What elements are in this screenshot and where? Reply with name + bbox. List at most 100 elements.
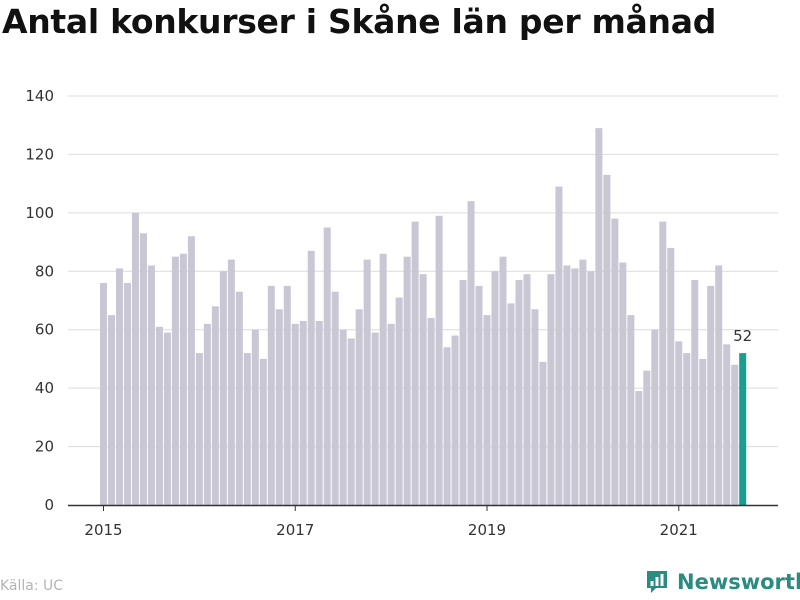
- bar: [107, 315, 115, 505]
- bar: [675, 341, 683, 505]
- bar: [491, 271, 499, 505]
- x-tick-label: 2021: [660, 521, 698, 539]
- y-tick-label: 80: [35, 262, 54, 280]
- bar: [635, 391, 643, 505]
- bar: [435, 215, 443, 505]
- bar: [699, 358, 707, 505]
- bar: [731, 364, 739, 505]
- y-tick-label: 120: [25, 145, 54, 163]
- bar: [275, 309, 283, 505]
- bar: [219, 271, 227, 505]
- bar: [139, 233, 147, 506]
- bar: [707, 285, 715, 505]
- bar: [323, 227, 331, 505]
- bar: [723, 344, 731, 505]
- bar: [523, 274, 531, 505]
- bar: [419, 274, 427, 505]
- bar: [651, 329, 659, 505]
- bar: [227, 259, 235, 505]
- bar: [411, 221, 419, 505]
- source-note: Källa: UC: [0, 578, 64, 594]
- bar: [195, 353, 203, 505]
- bar: [619, 262, 627, 505]
- bar: [283, 285, 291, 505]
- bars: [100, 128, 747, 506]
- data-labels: 52: [733, 327, 752, 345]
- y-axis-ticks: 0 20 40 60 80 100 120 140: [25, 87, 54, 514]
- bar: [427, 318, 435, 505]
- bar: [715, 265, 723, 505]
- bar: [339, 329, 347, 505]
- x-axis: 2015 2017 2019 2021: [68, 504, 778, 539]
- bar: [459, 280, 467, 505]
- bar: [355, 309, 363, 505]
- bar: [531, 309, 539, 505]
- bar: [155, 326, 163, 505]
- bar: [683, 353, 691, 505]
- bar: [467, 201, 475, 505]
- chart-title: Antal konkurser i Skåne län per månad: [2, 2, 717, 41]
- x-tick-label: 2017: [276, 521, 314, 539]
- y-tick-label: 20: [35, 438, 54, 456]
- bar: [483, 315, 491, 505]
- bar: [603, 174, 611, 505]
- newsworthy-logo-icon: [647, 571, 667, 593]
- y-tick-label: 0: [44, 496, 54, 514]
- bar: [395, 297, 403, 505]
- y-tick-label: 100: [25, 204, 54, 222]
- bar: [379, 253, 387, 505]
- bar: [243, 353, 251, 505]
- bar: [347, 338, 355, 505]
- bar: [587, 271, 595, 505]
- bar: [515, 280, 523, 505]
- bar: [179, 253, 187, 505]
- bar: [131, 212, 139, 505]
- x-tick-label: 2015: [84, 521, 122, 539]
- bar: [499, 256, 507, 505]
- bar: [251, 329, 259, 505]
- bar: [291, 323, 299, 505]
- bar: [363, 259, 371, 505]
- bar: [579, 259, 587, 505]
- bar: [371, 332, 379, 505]
- bar: [147, 265, 155, 505]
- bar: [315, 320, 323, 505]
- bar: [627, 315, 635, 505]
- highlight-value-label: 52: [733, 327, 752, 345]
- y-tick-label: 40: [35, 379, 54, 397]
- bar: [555, 186, 563, 506]
- bar: [659, 221, 667, 505]
- y-tick-label: 140: [25, 87, 54, 105]
- bar-highlight: [739, 353, 747, 505]
- bar: [571, 268, 579, 505]
- bar: [667, 247, 675, 505]
- bar: [331, 291, 339, 505]
- bar: [403, 256, 411, 505]
- y-tick-label: 60: [35, 321, 54, 339]
- x-tick-label: 2019: [468, 521, 506, 539]
- bar: [259, 358, 267, 505]
- bar: [451, 335, 459, 505]
- bar: [443, 347, 451, 505]
- bar: [235, 291, 243, 505]
- bar: [643, 370, 651, 505]
- bar: [115, 268, 123, 505]
- bar: [299, 320, 307, 505]
- bar: [100, 282, 107, 505]
- bar: [307, 250, 315, 505]
- brand-logo: Newsworthy: [645, 567, 800, 597]
- bar: [267, 285, 275, 505]
- bar: [123, 282, 131, 505]
- bar: [163, 332, 171, 505]
- bar: [475, 285, 483, 505]
- bar: [595, 128, 603, 505]
- bar: [563, 265, 571, 505]
- bar: [203, 323, 211, 505]
- bar: [507, 303, 515, 505]
- bar: [171, 256, 179, 505]
- bar: [611, 218, 619, 505]
- bar: [187, 236, 195, 505]
- bar: [547, 274, 555, 505]
- brand-name: Newsworthy: [677, 570, 800, 594]
